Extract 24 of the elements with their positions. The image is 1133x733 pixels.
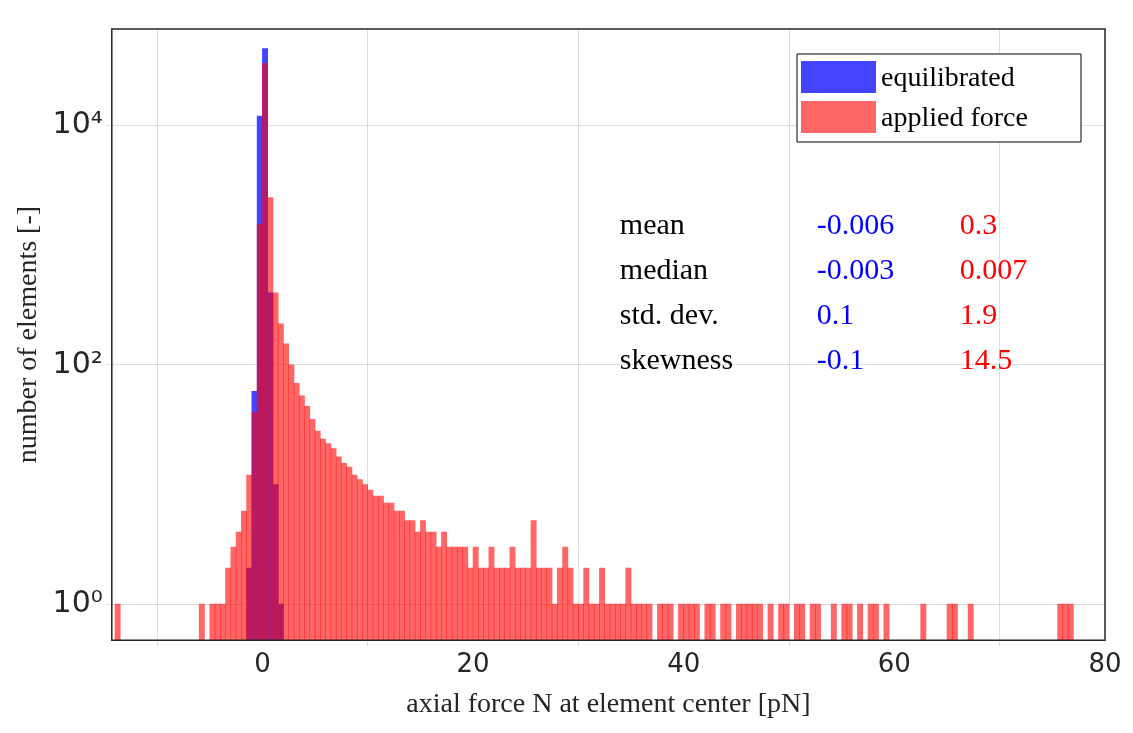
annotation: 0.1 (816, 297, 855, 330)
x-tick-label: 80 (1088, 647, 1122, 678)
legend-label: equilibrated (881, 61, 1015, 92)
x-tick-label: 20 (456, 647, 490, 678)
y-axis-title: number of elements [-] (11, 205, 43, 464)
annotation: median (619, 252, 709, 285)
x-tick-label: 0 (254, 647, 271, 678)
legend-label: applied force (881, 101, 1028, 132)
annotation: std. dev. (619, 297, 719, 330)
annotation: -0.003 (816, 252, 895, 285)
annotation: 0.007 (959, 252, 1028, 285)
annotation: skewness (619, 342, 734, 375)
annotation: mean (619, 207, 685, 240)
annotation: -0.006 (816, 207, 895, 240)
annotation: 14.5 (959, 342, 1013, 375)
annotation: 1.9 (959, 297, 998, 330)
y-tick-label: 10⁰ (52, 583, 103, 619)
x-tick-label: 40 (667, 647, 701, 678)
x-tick-label: 60 (877, 647, 911, 678)
annotation: -0.1 (816, 342, 865, 375)
y-tick-label: 10⁴ (52, 105, 103, 141)
x-axis-title: axial force N at element center [pN] (406, 686, 811, 718)
annotation: 0.3 (959, 207, 998, 240)
y-tick-label: 10² (52, 344, 103, 380)
